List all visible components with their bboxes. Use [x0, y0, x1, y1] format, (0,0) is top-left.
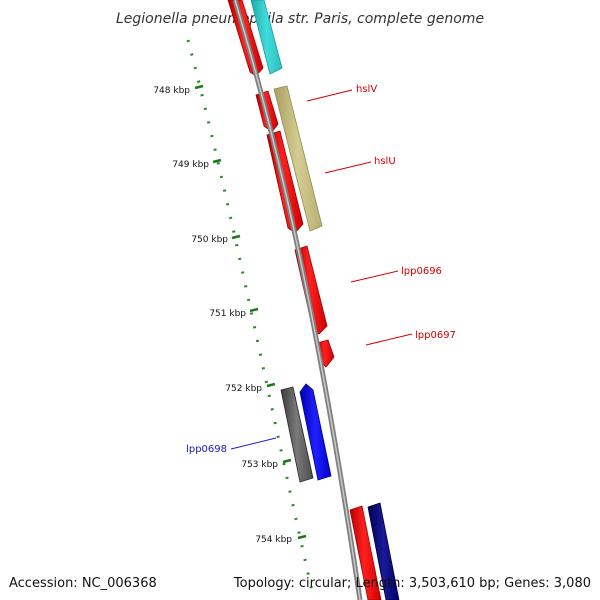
ruler-tick	[212, 158, 222, 164]
ruler-tick	[231, 234, 241, 240]
leader-line-lpp0698	[230, 437, 277, 450]
ruler-tick-label: 749 kbp	[172, 160, 209, 170]
map-title: Legionella pneumophila str. Paris, compl…	[116, 11, 484, 27]
gene-feature-cyan[interactable]	[250, 0, 283, 75]
gene-label-hslV[interactable]: hslV	[356, 84, 377, 95]
gene-label-hslU[interactable]: hslU	[374, 156, 396, 167]
ruler-tick-label: 751 kbp	[209, 309, 246, 319]
gene-feature-navy[interactable]	[367, 502, 400, 600]
ruler-tick-label: 750 kbp	[191, 235, 228, 245]
ruler-tick	[194, 84, 204, 90]
ruler-dotted-line	[186, 39, 316, 600]
leader-line-hslV	[306, 89, 353, 102]
ruler-tick-label: 753 kbp	[241, 460, 278, 470]
ruler-tick-label: 748 kbp	[153, 86, 190, 96]
ruler-tick	[297, 534, 307, 540]
gene-feature-red-bottom[interactable]	[349, 505, 382, 600]
ruler-tick	[249, 307, 259, 313]
gene-label-lpp0696[interactable]: lpp0696	[401, 266, 442, 277]
genome-summary-text: Topology: circular; Length: 3,503,610 bp…	[233, 576, 591, 591]
gene-feature-lpp0698[interactable]	[280, 386, 314, 483]
leader-line-lpp0697	[365, 333, 413, 346]
ruler-tick-label: 754 kbp	[255, 535, 292, 545]
ruler-tick-label: 752 kbp	[225, 384, 262, 394]
leader-line-hslU	[324, 161, 372, 174]
accession-text: Accession: NC_006368	[9, 576, 157, 591]
gene-label-leaders	[230, 89, 413, 450]
genome-backbone	[232, 0, 363, 600]
ruler-tick	[282, 458, 292, 464]
gene-feature-blue[interactable]	[299, 383, 332, 481]
gene-label-lpp0698[interactable]: lpp0698	[186, 444, 227, 455]
gene-labels: hslV hslU lpp0696 lpp0697 lpp0698	[186, 84, 456, 455]
feature-track-outer	[250, 0, 400, 600]
gene-feature-hslU[interactable]	[273, 85, 323, 232]
ruler-ticks	[194, 84, 307, 540]
genome-backbone-highlight	[234, 0, 361, 600]
gene-label-lpp0697[interactable]: lpp0697	[415, 330, 456, 341]
leader-line-lpp0696	[350, 270, 399, 283]
ruler-tick	[266, 382, 276, 388]
ruler-tick-labels: 748 kbp 749 kbp 750 kbp 751 kbp 752 kbp …	[153, 86, 292, 545]
